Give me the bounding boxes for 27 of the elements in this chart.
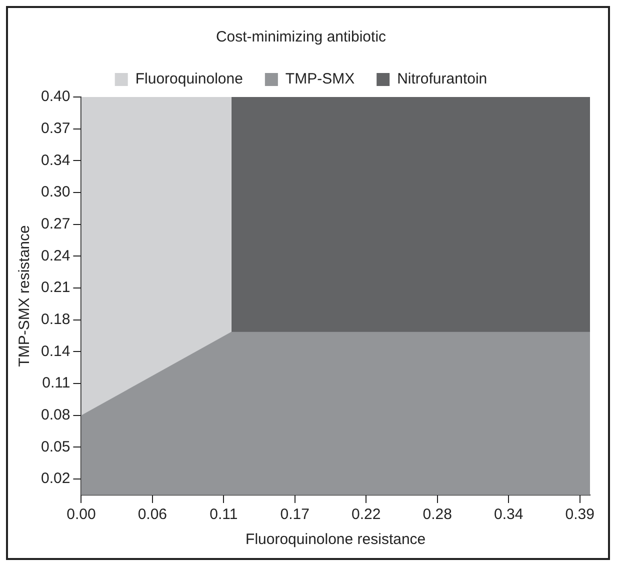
y-tick-label: 0.02 [40, 470, 70, 488]
y-tick-label: 0.34 [40, 152, 70, 169]
x-tick-label: 0.34 [494, 506, 524, 524]
x-tick-label: 0.11 [210, 506, 238, 524]
x-tick-label: 0.22 [352, 506, 381, 524]
legend-title: Cost-minimizing antibiotic [216, 28, 387, 46]
legend-label: TMP-SMX [285, 70, 355, 88]
x-axis-title: Fluoroquinolone resistance [246, 531, 426, 548]
y-tick-label: 0.24 [40, 247, 70, 264]
y-tick-label: 0.14 [40, 342, 70, 360]
y-tick-label: 0.21 [40, 279, 70, 296]
y-tick-label: 0.11 [42, 374, 70, 392]
x-tick-label: 0.17 [280, 506, 310, 524]
legend-label: Nitrofurantoin [397, 70, 488, 88]
y-tick-label: 0.30 [40, 184, 70, 201]
y-tick-label: 0.37 [40, 120, 70, 137]
y-tick-label: 0.18 [40, 311, 70, 328]
x-tick-label: 0.06 [138, 506, 168, 524]
y-tick-label: 0.05 [40, 438, 70, 456]
x-tick-label: 0.00 [66, 506, 96, 524]
x-tick-label: 0.39 [565, 506, 594, 524]
y-tick-label: 0.40 [40, 88, 70, 106]
y-tick-label: 0.27 [40, 216, 70, 232]
y-tick-label: 0.08 [40, 406, 70, 424]
x-tick-label: 0.28 [422, 506, 452, 524]
y-axis-title: TMP-SMX resistance [16, 225, 34, 367]
legend-label: Fluoroquinolone [135, 70, 243, 88]
